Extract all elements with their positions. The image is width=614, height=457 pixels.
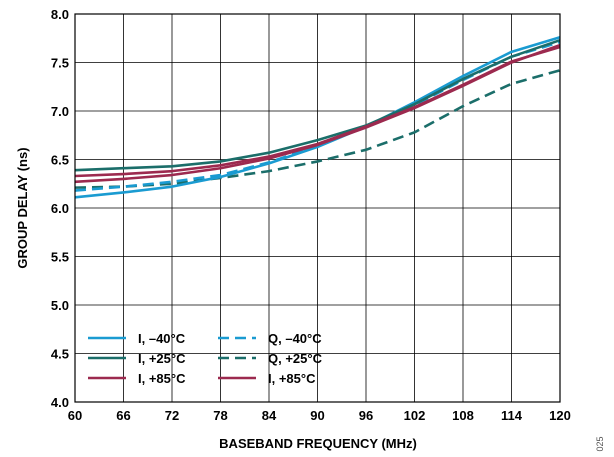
figure-id: 025 xyxy=(595,436,605,451)
y-tick-label: 6.0 xyxy=(51,201,69,216)
legend-label-5: I, +85°C xyxy=(268,371,316,386)
y-tick-label: 6.5 xyxy=(51,153,69,168)
legend-label-2: I, +85°C xyxy=(138,371,186,386)
legend-label-3: Q, –40°C xyxy=(268,331,322,346)
y-tick-label: 4.0 xyxy=(51,395,69,410)
series-line-1 xyxy=(74,38,561,172)
y-tick-label: 7.0 xyxy=(51,104,69,119)
series-line-0 xyxy=(74,36,561,199)
x-tick-labels: 60 66 72 78 84 90 96 102 108 114 120 xyxy=(68,408,571,423)
x-tick-label: 96 xyxy=(359,408,373,423)
x-tick-label: 120 xyxy=(549,408,571,423)
x-tick-label: 102 xyxy=(404,408,426,423)
legend-label-0: I, –40°C xyxy=(138,331,186,346)
plot-frame xyxy=(74,13,561,403)
y-tick-labels: 4.0 4.5 5.0 5.5 6.0 6.5 7.0 7.5 8.0 xyxy=(51,7,69,410)
x-tick-label: 90 xyxy=(310,408,324,423)
legend-label-4: Q, +25°C xyxy=(268,351,323,366)
y-tick-label: 5.5 xyxy=(51,250,69,265)
x-axis-title: BASEBAND FREQUENCY (MHz) xyxy=(219,436,417,451)
x-tick-label: 60 xyxy=(68,408,82,423)
y-tick-label: 8.0 xyxy=(51,7,69,22)
x-tick-label: 108 xyxy=(452,408,474,423)
y-tick-label: 7.5 xyxy=(51,56,69,71)
legend: I, –40°C I, +25°C I, +85°C Q, –40°C Q, +25°C… xyxy=(88,331,323,386)
x-tick-label: 78 xyxy=(213,408,227,423)
y-tick-label: 4.5 xyxy=(51,347,69,362)
y-axis-title: GROUP DELAY (ns) xyxy=(15,147,30,268)
x-tick-label: 84 xyxy=(262,408,277,423)
series-lines xyxy=(74,36,561,199)
x-tick-label: 66 xyxy=(116,408,130,423)
legend-label-1: I, +25°C xyxy=(138,351,186,366)
series-line-4 xyxy=(74,69,561,189)
series-line-2 xyxy=(74,45,561,178)
x-tick-label: 114 xyxy=(501,408,523,423)
x-tick-label: 72 xyxy=(165,408,179,423)
y-tick-label: 5.0 xyxy=(51,298,69,313)
